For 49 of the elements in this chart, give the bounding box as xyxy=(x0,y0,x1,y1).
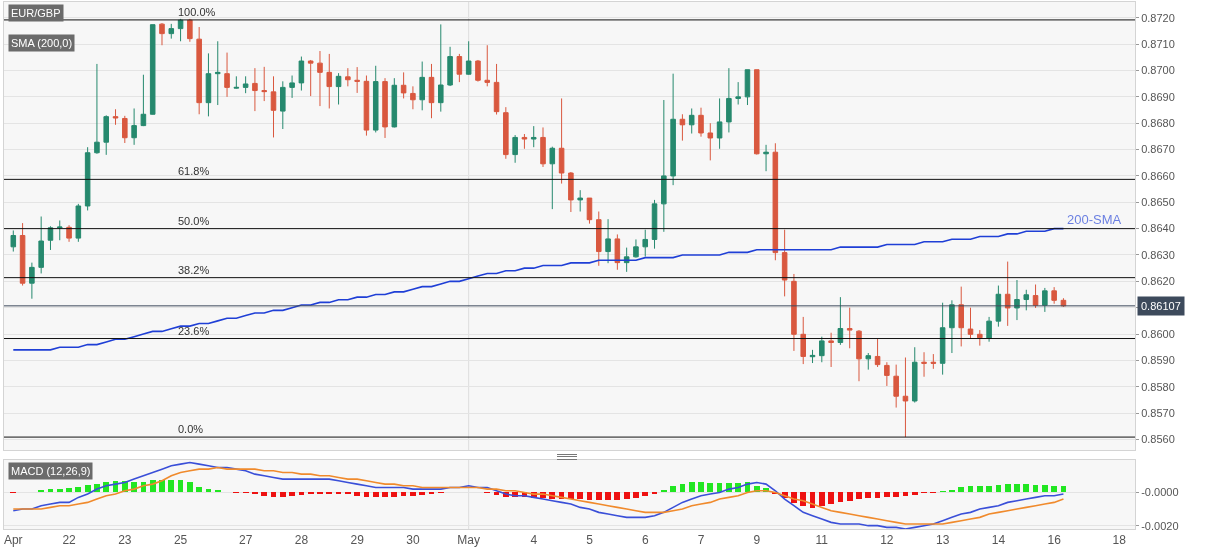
x-tick-label: 12 xyxy=(880,533,894,548)
y-tick-label: 0.8710 xyxy=(1141,38,1175,51)
y-tick-label: 0.8580 xyxy=(1141,380,1175,393)
x-tick-label: 5 xyxy=(586,533,594,548)
y-tick-label: -0.0020 xyxy=(1141,519,1179,532)
y-tick-label: -0.0000 xyxy=(1141,486,1179,499)
x-tick-label: 14 xyxy=(991,533,1006,548)
x-tick-label: Apr xyxy=(3,533,23,548)
annotation: 100.0% xyxy=(178,6,216,18)
x-tick-label: 16 xyxy=(1047,533,1062,548)
y-tick-label: 0.8560 xyxy=(1141,433,1175,446)
y-tick-label: 0.8640 xyxy=(1141,222,1175,235)
y-tick-label: 0.8650 xyxy=(1141,196,1175,209)
x-tick-label: 27 xyxy=(238,533,253,548)
y-tick-label: 0.8660 xyxy=(1141,169,1175,182)
x-tick-label: May xyxy=(457,533,481,548)
y-tick-label: 0.8570 xyxy=(1141,406,1175,419)
x-tick-label: 4 xyxy=(530,533,538,548)
y-tick-label: 0.8620 xyxy=(1141,275,1175,288)
annotation: 38.2% xyxy=(178,264,210,276)
annotation: 23.6% xyxy=(178,325,210,337)
series-label: 200-SMA xyxy=(1067,212,1122,227)
y-tick-label: 0.8600 xyxy=(1141,327,1175,340)
y-tick-label: 0.8720 xyxy=(1141,11,1175,24)
x-tick-label: 7 xyxy=(697,533,705,548)
x-tick-label: 23 xyxy=(118,533,132,548)
y-tick-label: 0.8700 xyxy=(1141,64,1175,77)
x-tick-label: 13 xyxy=(935,533,950,548)
y-tick-label: 0.8630 xyxy=(1141,248,1175,261)
annotation: SMA (200,0) xyxy=(11,37,73,49)
x-tick-label: 28 xyxy=(294,533,309,548)
x-tick-label: 29 xyxy=(350,533,365,548)
x-tick-label: 9 xyxy=(753,533,761,548)
x-tick-label: 30 xyxy=(406,533,420,548)
y-tick-label: 0.8670 xyxy=(1141,143,1175,156)
x-tick-label: 18 xyxy=(1112,533,1127,548)
y-tick-label: 0.8690 xyxy=(1141,90,1175,103)
annotation: MACD (12,26,9) xyxy=(11,465,91,477)
annotation: 50.0% xyxy=(178,215,210,227)
x-tick-label: 25 xyxy=(173,533,188,548)
ref-line-label: 0.86107 xyxy=(1141,300,1181,312)
text: EUR/GBP xyxy=(11,7,61,19)
x-tick-label: 22 xyxy=(62,533,77,548)
y-tick-label: 0.8680 xyxy=(1141,117,1175,130)
y-tick-label: 0.8590 xyxy=(1141,354,1175,367)
x-tick-label: 11 xyxy=(815,533,829,548)
annotation: 0.0% xyxy=(178,423,204,435)
x-tick-label: 6 xyxy=(641,533,649,548)
annotation: 61.8% xyxy=(178,165,210,177)
